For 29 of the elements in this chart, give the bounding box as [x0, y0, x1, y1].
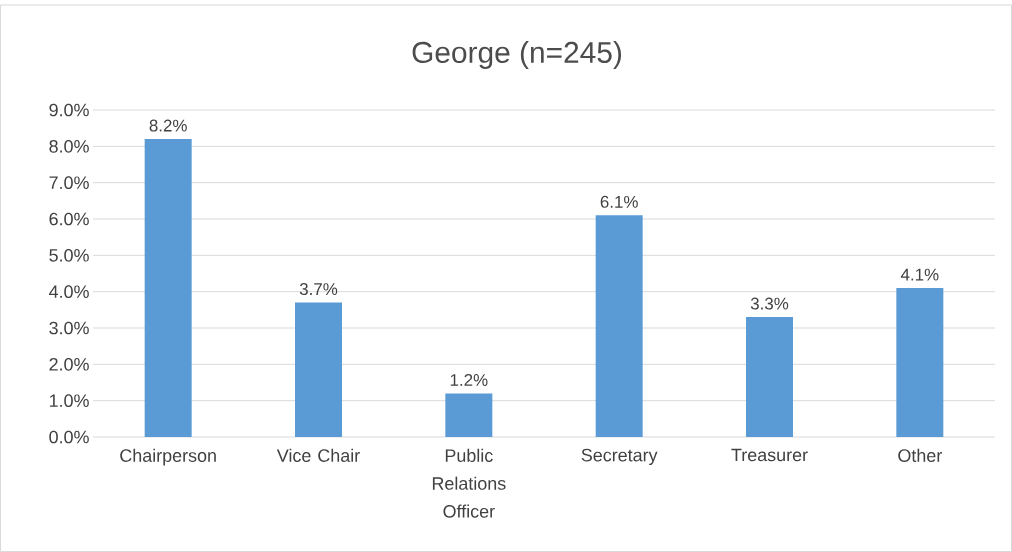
data-label: 3.7%	[299, 283, 338, 296]
y-tick-label: 3.0%	[49, 321, 89, 335]
data-label: 6.1%	[600, 195, 638, 208]
x-tick-label: Vice Chair	[276, 448, 360, 462]
bar	[144, 139, 192, 437]
x-tick-label: Secretary	[581, 448, 658, 466]
y-tick-label: 7.0%	[49, 176, 89, 190]
y-tick-label: 8.0%	[49, 139, 89, 153]
bar	[746, 317, 793, 437]
chart-title: George (n=245)	[412, 41, 622, 69]
data-label: 8.2%	[149, 119, 187, 132]
bar	[595, 215, 643, 437]
y-tick-label: 9.0%	[49, 103, 89, 117]
y-tick-label: 4.0%	[49, 285, 89, 299]
y-tick-label: 1.0%	[49, 394, 89, 408]
x-tick-label: Treasurer	[731, 448, 808, 462]
bar	[896, 288, 944, 437]
x-tick-label: Public Relations Officer	[432, 448, 506, 518]
y-tick-label: 0.0%	[49, 430, 89, 444]
y-tick-label: 6.0%	[49, 212, 89, 226]
x-tick-label: Chairperson	[120, 448, 216, 466]
data-label: 1.2%	[450, 373, 488, 386]
x-tick-label: Other	[898, 448, 942, 462]
data-label: 4.1%	[900, 268, 939, 281]
bar	[445, 393, 493, 437]
data-label: 3.3%	[750, 297, 789, 310]
y-tick-label: 5.0%	[49, 248, 89, 262]
y-tick-label: 2.0%	[49, 357, 89, 371]
bar	[295, 302, 342, 437]
